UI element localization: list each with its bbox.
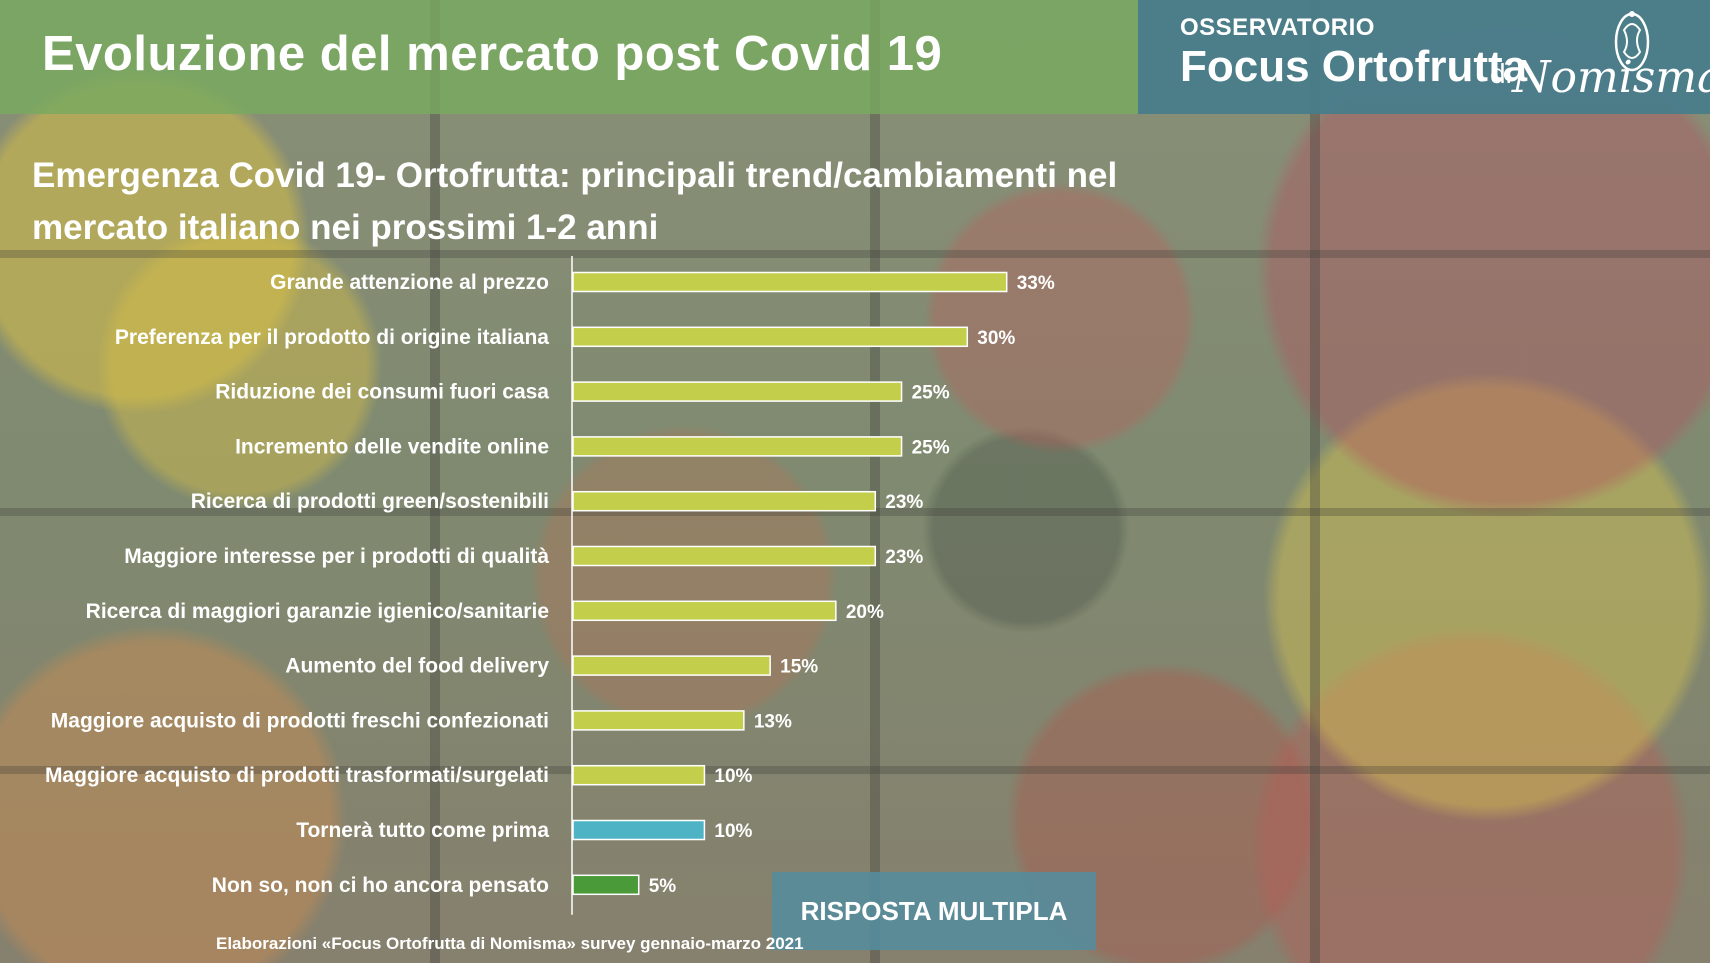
bar <box>572 271 1008 293</box>
value-label: 33% <box>1017 273 1055 294</box>
bar <box>572 436 903 457</box>
bar <box>572 655 771 676</box>
category-label: Riduzione dei consumi fuori casa <box>215 381 549 404</box>
bar <box>572 819 706 841</box>
bars-layer: Grande attenzione al prezzo 33% Preferenza… <box>45 271 1055 897</box>
category-label: Maggiore acquisto di prodotti freschi co… <box>51 709 549 732</box>
page-title: Evoluzione del mercato post Covid 19 <box>42 27 943 81</box>
bar <box>572 490 877 512</box>
logo-osservatorio: OSSERVATORIO <box>1180 14 1375 41</box>
category-label: Ricerca di prodotti green/sostenibili <box>191 490 549 513</box>
risposta-multipla-badge: RISPOSTA MULTIPLA <box>772 872 1096 950</box>
category-label: Non so, non ci ho ancora pensato <box>212 874 549 897</box>
nomisma-emblem-icon <box>1614 11 1650 72</box>
category-label: Maggiore acquisto di prodotti trasformat… <box>45 764 549 787</box>
chart-title: Emergenza Covid 19- Ortofrutta: principa… <box>32 156 1118 247</box>
bar <box>572 545 877 567</box>
bar <box>572 874 640 896</box>
value-label: 23% <box>885 547 923 568</box>
value-label: 30% <box>977 328 1015 349</box>
logo-focus-ortofrutta: Focus Ortofrutta <box>1180 42 1528 91</box>
category-label: Tornerà tutto come prima <box>296 819 549 842</box>
category-label: Grande attenzione al prezzo <box>270 271 549 294</box>
source-footnote: Elaborazioni «Focus Ortofrutta di Nomism… <box>216 934 804 953</box>
logo-band <box>1138 0 1710 114</box>
bar <box>572 381 903 402</box>
bar <box>572 600 837 622</box>
value-label: 25% <box>912 383 950 404</box>
category-label: Incremento delle vendite online <box>235 435 549 458</box>
value-label: 23% <box>885 492 923 513</box>
value-label: 25% <box>912 437 950 458</box>
value-label: 20% <box>846 602 884 623</box>
category-label: Preferenza per il prodotto di origine it… <box>115 326 549 349</box>
category-label: Ricerca di maggiori garanzie igienico/sa… <box>86 600 549 623</box>
logo-di: di <box>1490 58 1512 89</box>
value-label: 10% <box>714 821 752 842</box>
category-label: Maggiore interesse per i prodotti di qua… <box>124 545 549 568</box>
value-label: 10% <box>714 766 752 787</box>
category-label: Aumento del food delivery <box>285 655 549 678</box>
bar <box>572 764 706 786</box>
logo-nomisma: Nomisma <box>1512 52 1710 103</box>
bar <box>572 710 745 731</box>
header-band <box>0 0 1138 114</box>
value-label: 13% <box>754 711 792 732</box>
value-label: 15% <box>780 657 818 678</box>
value-label: 5% <box>649 876 677 897</box>
bar <box>572 326 969 348</box>
